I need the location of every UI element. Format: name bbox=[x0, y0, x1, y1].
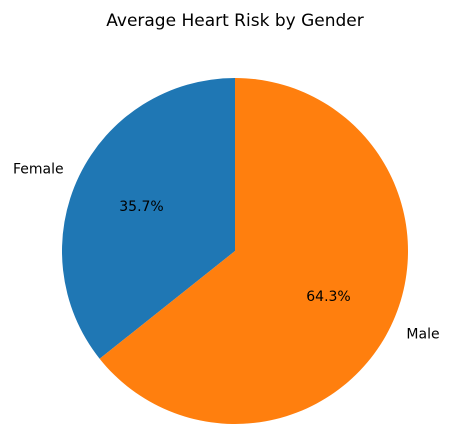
slice-label-male: Male bbox=[406, 327, 439, 343]
slice-percent-female: 35.7% bbox=[119, 199, 163, 215]
pie-slice-male bbox=[99, 78, 409, 425]
pie-slices bbox=[62, 78, 409, 425]
pie-labels: Female 35.7% Male 64.3% bbox=[13, 161, 440, 342]
chart-title: Average Heart Risk by Gender bbox=[106, 11, 363, 31]
pie-slice-female bbox=[62, 78, 235, 359]
slice-label-female: Female bbox=[13, 161, 64, 177]
slice-percent-male: 64.3% bbox=[306, 289, 350, 305]
